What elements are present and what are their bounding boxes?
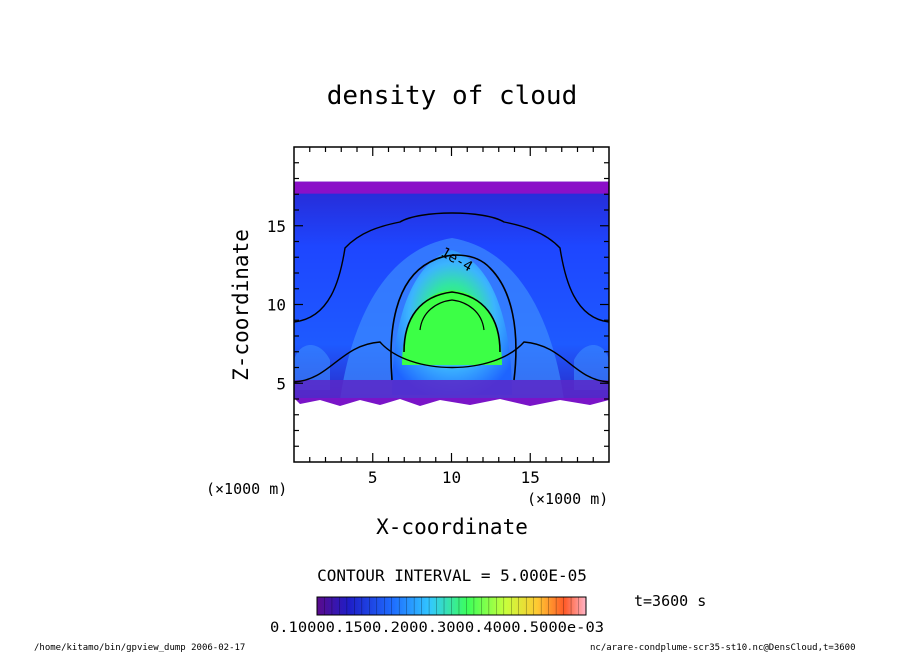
top-band	[294, 181, 609, 194]
footer-left: /home/kitamo/bin/gpview_dump 2006-02-17	[34, 643, 245, 653]
chart-title: density of cloud	[327, 81, 577, 111]
x-tick-label: 5	[368, 468, 378, 487]
y-tick-label: 10	[267, 296, 286, 315]
colorbar-tick-labels: 0.10000.1500.2000.3000.4000.5000e-03	[270, 620, 604, 636]
contour-core	[419, 299, 485, 331]
contour-base	[294, 341, 609, 383]
x-tick-label: 15	[521, 468, 540, 487]
y-axis-label: Z-coordinate	[229, 229, 253, 381]
bottom-layer	[294, 380, 609, 400]
contour-1e-4	[390, 254, 517, 381]
y-tick-label: 15	[267, 217, 286, 236]
contour-inner	[403, 291, 501, 353]
y-tick-label: 5	[276, 374, 286, 393]
x-axis-label: X-coordinate	[376, 515, 528, 539]
time-label: t=3600 s	[634, 592, 706, 610]
colorbar-ticks	[324, 597, 579, 615]
side-bump-right	[574, 345, 609, 390]
clear-sky-below	[294, 399, 609, 462]
green-core	[402, 290, 502, 365]
x-unit-right: (×1000 m)	[527, 490, 608, 508]
contour-outer	[294, 212, 609, 323]
footer-right: nc/arare-condplume-scr35-st10.nc@DensClo…	[590, 643, 856, 653]
bottom-edge-bumps	[294, 398, 609, 406]
axes: 5 10 15 5 10 15	[267, 147, 609, 487]
contour-interval: CONTOUR INTERVAL = 5.000E-05	[317, 566, 587, 585]
side-bump-left	[294, 345, 330, 390]
plot-field: 1e-4	[294, 181, 609, 462]
x-unit-left: (×1000 m)	[206, 480, 287, 498]
x-tick-label: 10	[442, 468, 461, 487]
